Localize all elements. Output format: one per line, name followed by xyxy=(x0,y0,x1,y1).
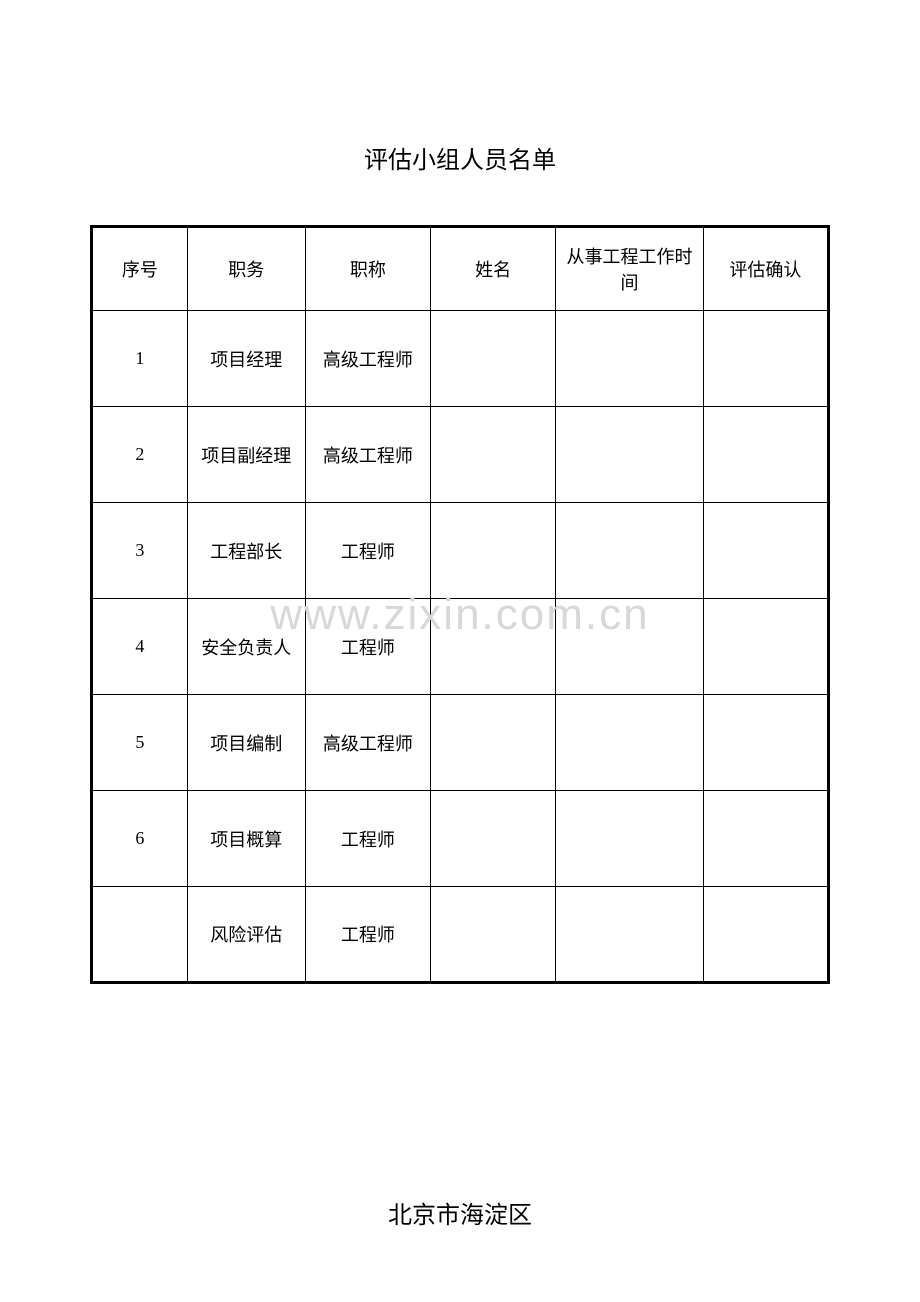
cell-title: 高级工程师 xyxy=(305,311,430,407)
footer-text: 北京市海淀区 xyxy=(0,1195,920,1230)
cell-confirm xyxy=(703,791,828,887)
cell-time xyxy=(556,695,703,791)
col-header-confirm: 评估确认 xyxy=(703,227,828,311)
cell-position: 项目经理 xyxy=(187,311,305,407)
cell-position: 工程部长 xyxy=(187,503,305,599)
table-row: 5 项目编制 高级工程师 xyxy=(92,695,829,791)
cell-seq: 1 xyxy=(92,311,188,407)
cell-title: 工程师 xyxy=(305,791,430,887)
col-header-time: 从事工程工作时间 xyxy=(556,227,703,311)
cell-time xyxy=(556,599,703,695)
table-row: 2 项目副经理 高级工程师 xyxy=(92,407,829,503)
cell-confirm xyxy=(703,887,828,983)
col-header-position: 职务 xyxy=(187,227,305,311)
table-row: 1 项目经理 高级工程师 xyxy=(92,311,829,407)
col-header-title: 职称 xyxy=(305,227,430,311)
table-header-row: 序号 职务 职称 姓名 从事工程工作时间 评估确认 xyxy=(92,227,829,311)
cell-title: 工程师 xyxy=(305,503,430,599)
table-row: 3 工程部长 工程师 xyxy=(92,503,829,599)
page-title: 评估小组人员名单 xyxy=(0,0,920,225)
cell-name xyxy=(430,695,555,791)
cell-name xyxy=(430,311,555,407)
cell-seq: 2 xyxy=(92,407,188,503)
cell-confirm xyxy=(703,311,828,407)
cell-position: 风险评估 xyxy=(187,887,305,983)
table-container: 序号 职务 职称 姓名 从事工程工作时间 评估确认 1 项目经理 高级工程师 2… xyxy=(90,225,830,984)
col-header-seq: 序号 xyxy=(92,227,188,311)
personnel-table: 序号 职务 职称 姓名 从事工程工作时间 评估确认 1 项目经理 高级工程师 2… xyxy=(90,225,830,984)
cell-time xyxy=(556,311,703,407)
cell-title: 工程师 xyxy=(305,599,430,695)
cell-confirm xyxy=(703,599,828,695)
cell-seq: 3 xyxy=(92,503,188,599)
table-body: 1 项目经理 高级工程师 2 项目副经理 高级工程师 3 工程部长 工程师 xyxy=(92,311,829,983)
cell-position: 项目概算 xyxy=(187,791,305,887)
cell-seq: 4 xyxy=(92,599,188,695)
cell-seq xyxy=(92,887,188,983)
table-row: 4 安全负责人 工程师 xyxy=(92,599,829,695)
col-header-name: 姓名 xyxy=(430,227,555,311)
table-row: 6 项目概算 工程师 xyxy=(92,791,829,887)
cell-name xyxy=(430,503,555,599)
cell-confirm xyxy=(703,695,828,791)
cell-time xyxy=(556,887,703,983)
cell-position: 项目副经理 xyxy=(187,407,305,503)
cell-position: 安全负责人 xyxy=(187,599,305,695)
cell-time xyxy=(556,503,703,599)
cell-seq: 6 xyxy=(92,791,188,887)
cell-name xyxy=(430,407,555,503)
cell-time xyxy=(556,407,703,503)
cell-title: 高级工程师 xyxy=(305,695,430,791)
cell-title: 高级工程师 xyxy=(305,407,430,503)
cell-position: 项目编制 xyxy=(187,695,305,791)
cell-time xyxy=(556,791,703,887)
cell-name xyxy=(430,791,555,887)
cell-confirm xyxy=(703,407,828,503)
table-row: 风险评估 工程师 xyxy=(92,887,829,983)
cell-name xyxy=(430,887,555,983)
cell-title: 工程师 xyxy=(305,887,430,983)
cell-seq: 5 xyxy=(92,695,188,791)
cell-confirm xyxy=(703,503,828,599)
cell-name xyxy=(430,599,555,695)
